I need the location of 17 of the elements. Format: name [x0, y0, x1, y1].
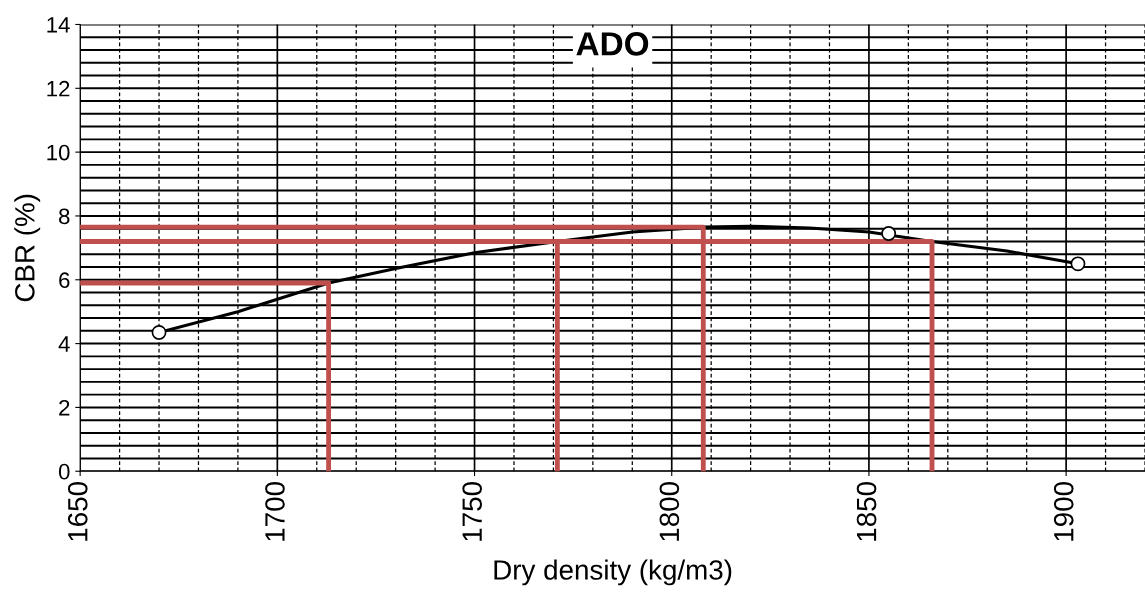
- x-tick-label: 1700: [265, 482, 285, 541]
- x-tick-label: 1800: [659, 482, 680, 541]
- y-tick-label: 0: [58, 463, 70, 480]
- y-axis-title: CBR (%): [14, 194, 41, 302]
- y-tick-label: 14: [47, 17, 70, 33]
- x-tick-label: 1650: [67, 482, 88, 541]
- x-tick-label: 1900: [1053, 482, 1074, 541]
- y-tick-label: 8: [59, 208, 70, 225]
- y-tick-label: 2: [59, 399, 70, 416]
- y-tick-label: 12: [47, 80, 70, 97]
- chart-title: ADO: [576, 32, 649, 56]
- x-axis-title: Dry density (kg/m3): [494, 559, 732, 586]
- x-tick-label: 1850: [856, 482, 877, 541]
- y-tick-label: 6: [59, 272, 70, 289]
- y-tick-label: 4: [58, 336, 70, 352]
- x-tick-label: 1750: [462, 482, 482, 541]
- y-tick-label: 10: [47, 144, 70, 161]
